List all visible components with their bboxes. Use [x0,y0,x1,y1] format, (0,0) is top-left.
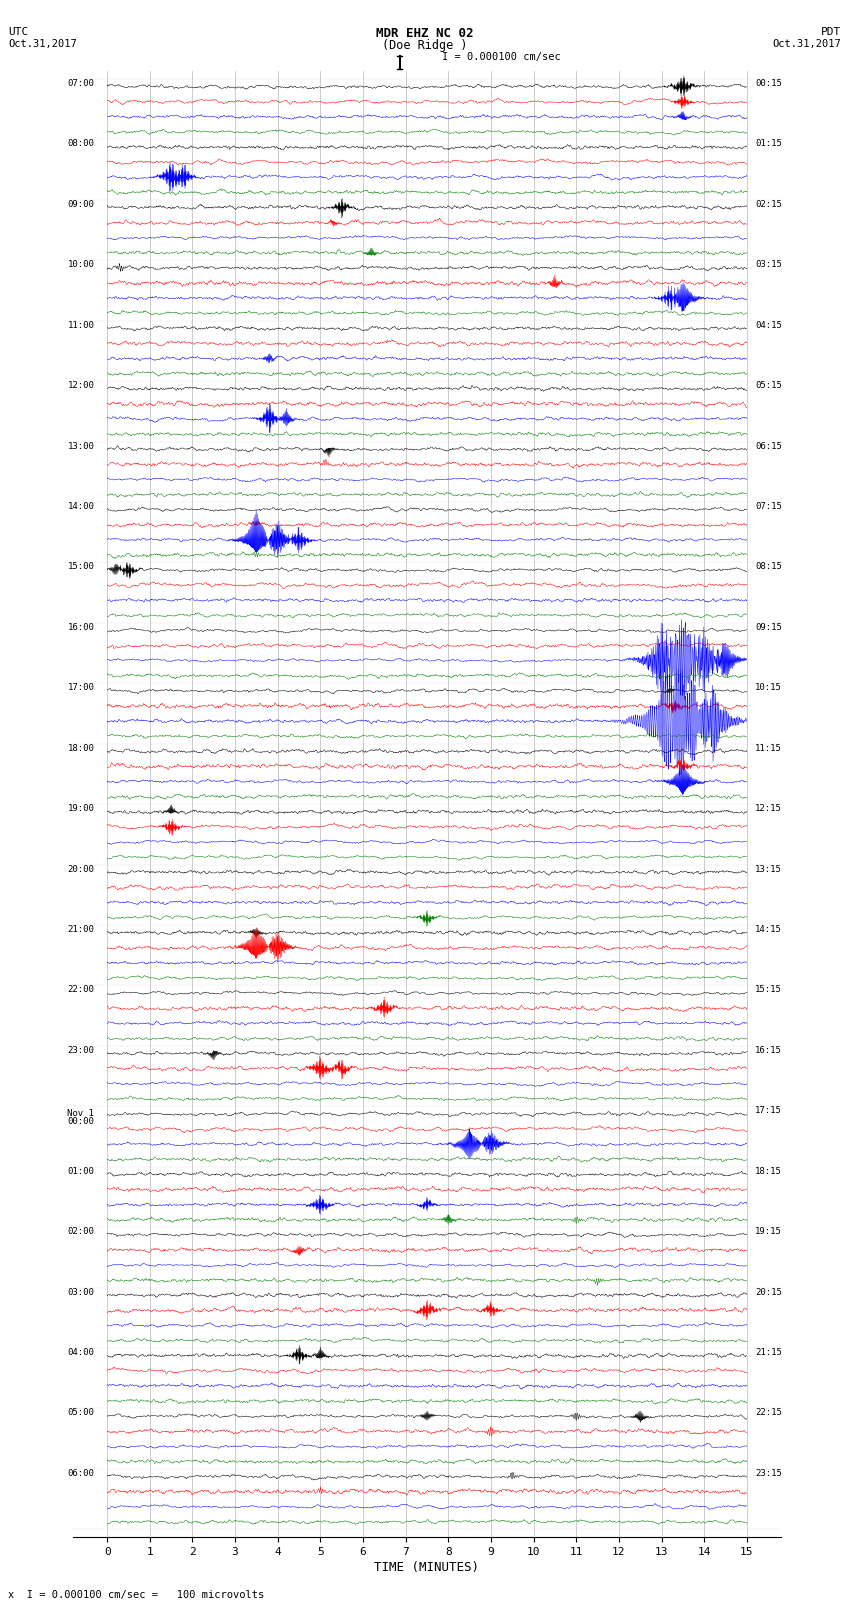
Text: 18:00: 18:00 [67,744,94,753]
Text: PDT: PDT [821,27,842,37]
Text: 06:15: 06:15 [756,442,782,450]
Text: 11:00: 11:00 [67,321,94,329]
Text: 17:15: 17:15 [756,1107,782,1115]
Text: 23:15: 23:15 [756,1469,782,1478]
Text: 10:15: 10:15 [756,684,782,692]
Text: MDR EHZ NC 02: MDR EHZ NC 02 [377,27,473,40]
Text: 02:15: 02:15 [756,200,782,208]
Text: 22:00: 22:00 [67,986,94,995]
Text: 09:00: 09:00 [67,200,94,208]
Text: 11:15: 11:15 [756,744,782,753]
Text: 19:00: 19:00 [67,805,94,813]
Text: 15:15: 15:15 [756,986,782,995]
Text: 03:15: 03:15 [756,260,782,269]
Text: 12:15: 12:15 [756,805,782,813]
Text: 13:00: 13:00 [67,442,94,450]
Text: Oct.31,2017: Oct.31,2017 [773,39,842,48]
Text: 14:15: 14:15 [756,924,782,934]
X-axis label: TIME (MINUTES): TIME (MINUTES) [375,1561,479,1574]
Text: 01:15: 01:15 [756,139,782,148]
Text: 01:00: 01:00 [67,1166,94,1176]
Text: 15:00: 15:00 [67,563,94,571]
Text: 00:00: 00:00 [67,1116,94,1126]
Text: 17:00: 17:00 [67,684,94,692]
Text: x  I = 0.000100 cm/sec =   100 microvolts: x I = 0.000100 cm/sec = 100 microvolts [8,1590,264,1600]
Text: 21:00: 21:00 [67,924,94,934]
Text: 22:15: 22:15 [756,1408,782,1418]
Text: UTC: UTC [8,27,29,37]
Text: 16:15: 16:15 [756,1045,782,1055]
Text: 07:15: 07:15 [756,502,782,511]
Text: 05:15: 05:15 [756,381,782,390]
Text: 08:15: 08:15 [756,563,782,571]
Text: 12:00: 12:00 [67,381,94,390]
Text: 04:15: 04:15 [756,321,782,329]
Text: 10:00: 10:00 [67,260,94,269]
Text: 14:00: 14:00 [67,502,94,511]
Text: 16:00: 16:00 [67,623,94,632]
Text: 05:00: 05:00 [67,1408,94,1418]
Text: 09:15: 09:15 [756,623,782,632]
Text: 18:15: 18:15 [756,1166,782,1176]
Text: (Doe Ridge ): (Doe Ridge ) [382,39,468,52]
Text: 20:00: 20:00 [67,865,94,874]
Text: 03:00: 03:00 [67,1287,94,1297]
Text: I = 0.000100 cm/sec: I = 0.000100 cm/sec [442,52,561,61]
Text: 19:15: 19:15 [756,1227,782,1236]
Text: Nov 1: Nov 1 [67,1110,94,1118]
Text: 13:15: 13:15 [756,865,782,874]
Text: 20:15: 20:15 [756,1287,782,1297]
Text: Oct.31,2017: Oct.31,2017 [8,39,77,48]
Text: 21:15: 21:15 [756,1348,782,1357]
Text: 08:00: 08:00 [67,139,94,148]
Text: 02:00: 02:00 [67,1227,94,1236]
Text: 07:00: 07:00 [67,79,94,89]
Text: 00:15: 00:15 [756,79,782,89]
Text: 23:00: 23:00 [67,1045,94,1055]
Text: 06:00: 06:00 [67,1469,94,1478]
Text: 04:00: 04:00 [67,1348,94,1357]
